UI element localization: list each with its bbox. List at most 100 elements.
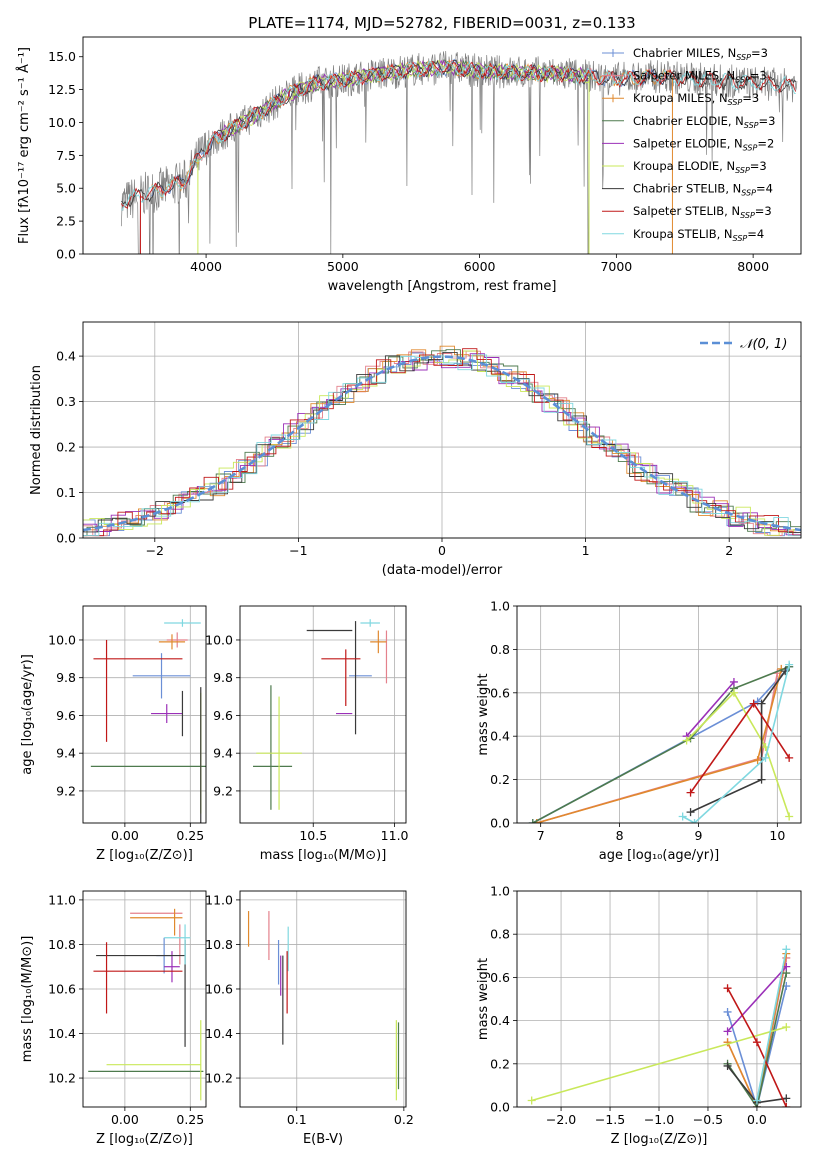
- figure-canvas: 4000 5000 6000 7000 80000.02.55.07.510.012.5…: [0, 0, 819, 1170]
- y-axis-label: Flux [fλ10⁻¹⁷ erg cm⁻² s⁻¹ Å⁻¹]: [16, 47, 32, 244]
- legend-entry-text: Salpeter ELODIE, N: [633, 136, 743, 150]
- y-tick-label: 0.0: [490, 1100, 510, 1115]
- legend-entry-subscript: SSP: [741, 189, 756, 198]
- weight-lines: [529, 661, 793, 827]
- legend-entry-text: Chabrier ELODIE, N: [633, 114, 744, 128]
- plus-marker: [782, 945, 790, 953]
- y-axis-label: mass weight: [476, 958, 491, 1040]
- errorbar-point: [370, 631, 386, 654]
- plus-marker: [724, 1008, 732, 1016]
- x-tick-label: 0.0: [747, 1112, 767, 1127]
- y-tick-label: 9.4: [213, 746, 233, 761]
- y-tick-label: 10.2: [205, 1071, 233, 1086]
- x-axis-label: wavelength [Angstrom, rest frame]: [328, 279, 557, 294]
- x-tick-label: 2: [725, 543, 733, 558]
- y-tick-label: 10.0: [48, 632, 76, 647]
- y-tick-label: 0.1: [56, 485, 76, 500]
- legend-entry: Chabrier ELODIE, NSSP=3: [633, 114, 775, 130]
- y-tick-label: 9.6: [213, 708, 233, 723]
- legend-entry: Chabrier STELIB, NSSP=4: [633, 182, 773, 198]
- legend-entry-subscript: SSP: [733, 234, 748, 243]
- plus-marker: [528, 1097, 536, 1105]
- y-tick-label: 0.6: [490, 970, 510, 985]
- y-tick-label: 10.0: [205, 632, 233, 647]
- errorbar-point: [360, 619, 380, 627]
- y-tick-label: 11.0: [205, 892, 233, 907]
- legend-entry-subscript: SSP: [744, 121, 759, 130]
- y-tick-label: 10.0: [48, 115, 76, 130]
- plus-marker: [753, 1038, 761, 1046]
- x-axis-label: Z [log₁₀(Z/Z⊙)]: [96, 1132, 193, 1147]
- x-tick-label: 4000: [190, 259, 222, 274]
- x-tick-label: 0: [438, 543, 446, 558]
- axes-frame: [240, 606, 406, 823]
- y-tick-label: 11.0: [48, 892, 76, 907]
- legend-entry-text: Kroupa MILES, N: [633, 91, 728, 105]
- legend-entry-subscript: SSP: [735, 76, 750, 85]
- x-tick-label: 0.25: [176, 1112, 204, 1127]
- massweight-vs-age-panel: 7 8 9 100.00.20.40.60.81.0age [log₁₀(age/yr…: [476, 599, 801, 864]
- x-tick-label: 0.1: [287, 1112, 307, 1127]
- x-tick-label: 1: [582, 543, 590, 558]
- residuals-panel: −2 −1 0 1 20.00.10.20.30.4(data-model)/error…: [29, 322, 808, 578]
- plus-marker: [785, 812, 793, 820]
- legend-entry-tail: =3: [759, 114, 776, 128]
- weight-line: [687, 682, 734, 736]
- y-tick-label: 0.0: [490, 816, 510, 831]
- y-tick-label: 0.8: [490, 927, 510, 942]
- figure: 4000 5000 6000 7000 8000 0.0 2.5 5.0 7.5 10.0 12.5…: [0, 0, 819, 1170]
- x-tick-label: −0.5: [693, 1112, 723, 1127]
- histogram-steps: [70, 352, 802, 532]
- errorbars: [253, 619, 386, 810]
- histogram-steps: [64, 351, 796, 536]
- x-tick-label: 8000: [737, 259, 769, 274]
- x-tick-label: 0.00: [111, 1112, 139, 1127]
- x-axis-label: age [log₁₀(age/yr)]: [599, 848, 720, 863]
- y-tick-label: 10.2: [48, 1071, 76, 1086]
- errorbar-point: [151, 704, 182, 723]
- y-tick-label: 0.3: [56, 394, 76, 409]
- legend-entry-subscript: SSP: [743, 143, 758, 152]
- legend-entry-tail: =3: [750, 159, 767, 173]
- legend-entry: Salpeter STELIB, NSSP=3: [633, 204, 772, 220]
- y-tick-label: 10.4: [48, 1026, 76, 1041]
- mass-vs-z-panel: 0.00 0.2510.210.410.610.811.0Z [log₁₀(Z/Z…: [20, 891, 206, 1147]
- y-tick-label: 1.0: [490, 599, 510, 614]
- legend-entry-subscript: SSP: [740, 211, 755, 220]
- legend-entry-text: Chabrier STELIB, N: [633, 182, 741, 196]
- legend-entry-text: Kroupa ELODIE, N: [633, 159, 735, 173]
- y-tick-label: 9.4: [56, 746, 76, 761]
- x-tick-label: −2.0: [546, 1112, 576, 1127]
- age-vs-z-panel: 0.00 0.259.29.49.69.810.0Z [log₁₀(Z/Z⊙)]a…: [20, 606, 206, 863]
- errorbar-point: [256, 697, 302, 810]
- x-tick-label: 0.25: [176, 828, 204, 843]
- plus-marker: [679, 812, 687, 820]
- y-tick-label: 12.5: [48, 82, 76, 97]
- x-tick-label: 9: [694, 828, 702, 843]
- y-tick-label: 0.2: [490, 1056, 510, 1071]
- legend-entry: Salpeter ELODIE, NSSP=2: [633, 136, 774, 152]
- y-tick-label: 10.6: [205, 981, 233, 996]
- mass-vs-ebv-panel: 0.1 0.2 10.2 10.4 10.6 10.8 11.0 E(B-V): [205, 891, 414, 1147]
- y-tick-label: 9.2: [56, 783, 76, 798]
- x-tick-label: 5000: [327, 259, 359, 274]
- histogram-steps: [70, 355, 802, 536]
- y-axis-label: mass weight: [476, 673, 491, 755]
- x-tick-label: 10: [769, 828, 785, 843]
- y-tick-label: 10.6: [48, 981, 76, 996]
- errorbars: [88, 909, 203, 1101]
- y-tick-label: 0.2: [490, 772, 510, 787]
- weight-line: [533, 667, 789, 823]
- x-axis-label: mass [log₁₀(M/M⊙)]: [260, 848, 387, 863]
- y-tick-label: 1.0: [490, 884, 510, 899]
- legend-entry-subscript: SSP: [728, 98, 743, 107]
- plus-marker: [785, 754, 793, 762]
- legend-entry-subscript: SSP: [736, 53, 751, 62]
- axes-frame: [517, 606, 801, 823]
- weight-line: [537, 669, 782, 823]
- x-tick-label: −1.5: [595, 1112, 625, 1127]
- histogram-steps: [67, 346, 799, 531]
- x-tick-label: 0.2: [394, 1112, 414, 1127]
- spectrum-lines: [121, 51, 797, 304]
- axes-frame: [83, 606, 206, 823]
